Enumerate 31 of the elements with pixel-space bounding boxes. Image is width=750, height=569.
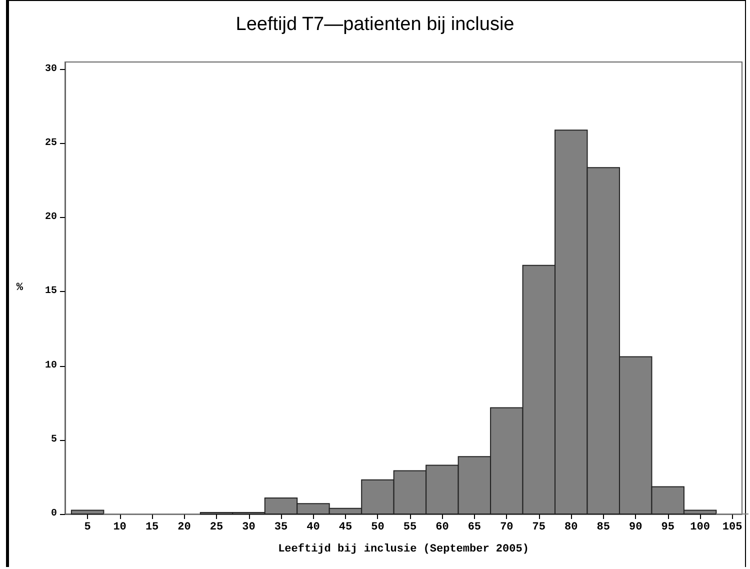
y-tick-label: 15 [44, 286, 57, 298]
x-tick-label: 20 [178, 522, 191, 534]
x-tick-label: 30 [242, 522, 256, 534]
x-tick-label: 5 [84, 522, 92, 534]
x-tick-label: 15 [145, 522, 160, 534]
x-tick-label: 10 [113, 522, 126, 534]
y-tick-label: 25 [44, 138, 57, 150]
x-tick-label: 55 [403, 522, 417, 534]
y-tick-label: 5 [50, 434, 57, 446]
x-tick-label: 70 [500, 522, 514, 534]
x-tick-label: 60 [436, 522, 449, 534]
chart-title: Leeftijd T7—patienten bij inclusie [236, 14, 514, 35]
x-tick-label: 85 [596, 522, 610, 534]
x-tick-label: 45 [338, 522, 352, 534]
y-axis-title: % [16, 282, 24, 294]
x-tick-label: 40 [306, 522, 320, 534]
x-tick-label: 105 [722, 522, 743, 534]
x-tick-label: 50 [371, 522, 384, 534]
x-tick-label: 65 [468, 522, 482, 534]
x-tick-label: 90 [629, 522, 642, 534]
x-tick-label: 80 [564, 522, 578, 534]
x-tick-label: 100 [690, 522, 710, 534]
y-tick-label: 0 [50, 508, 57, 520]
y-tick-label: 30 [44, 64, 57, 75]
x-axis-title: Leeftijd bij inclusie (September 2005) [278, 542, 529, 556]
x-tick-label: 75 [532, 522, 546, 534]
x-tick-label: 25 [210, 522, 224, 534]
x-tick-label: 35 [274, 522, 288, 534]
y-tick-label: 20 [44, 212, 57, 224]
x-tick-label: 95 [661, 522, 675, 534]
y-tick-label: 10 [44, 360, 57, 372]
